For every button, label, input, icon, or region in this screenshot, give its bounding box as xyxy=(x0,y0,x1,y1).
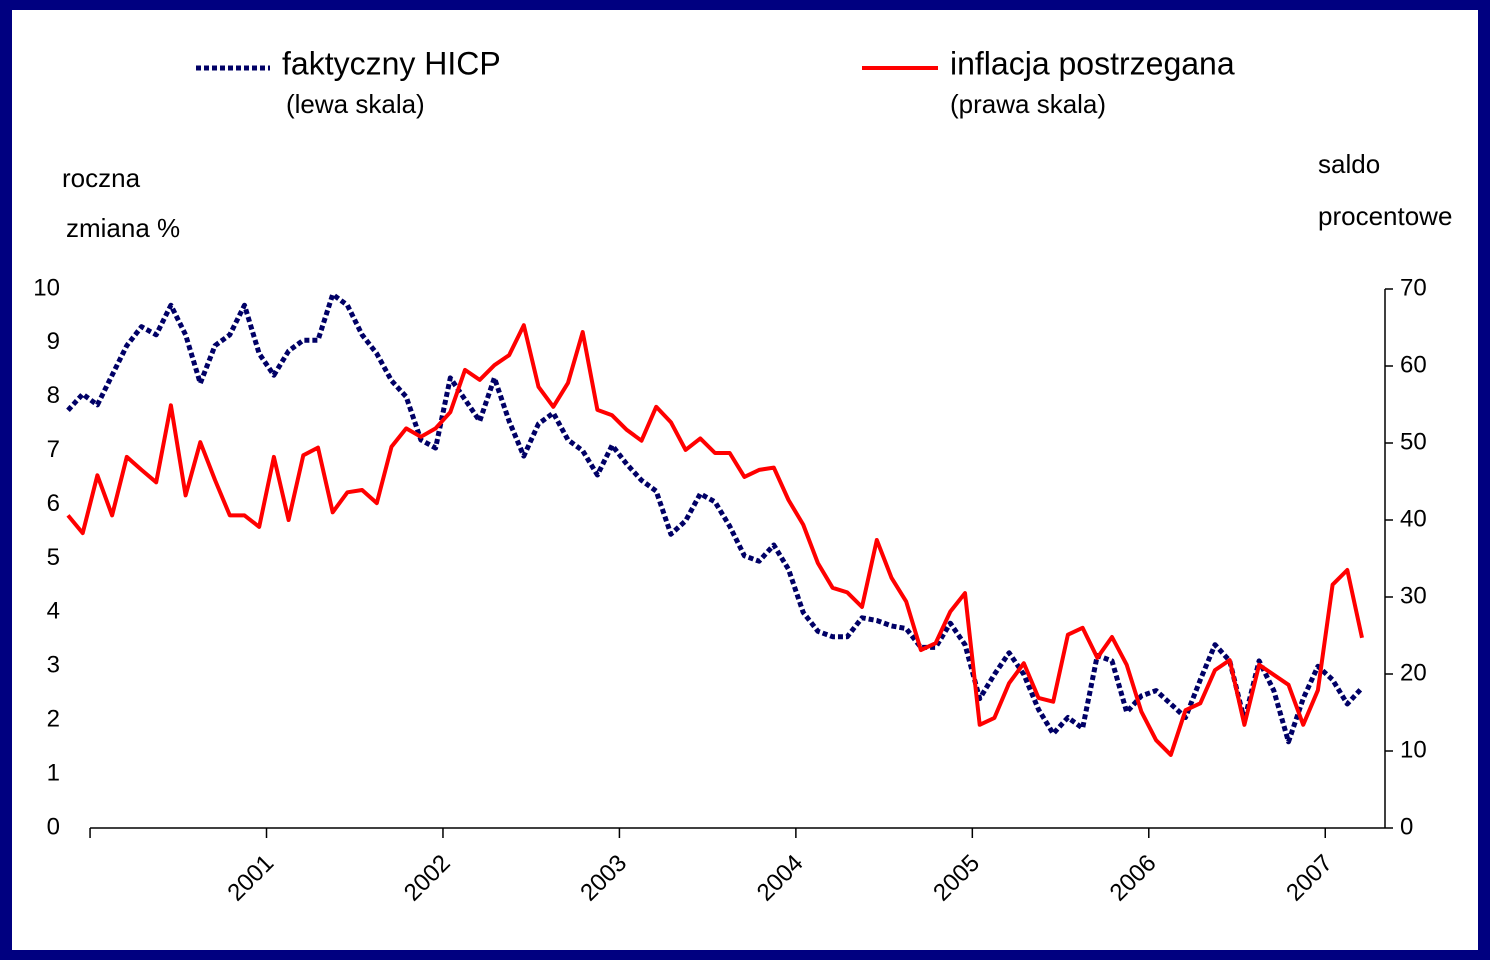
y2-tick-label: 0 xyxy=(1400,813,1413,840)
y2-tick-label: 10 xyxy=(1400,736,1427,763)
y-tick-label: 5 xyxy=(47,544,60,571)
y-tick-label: 1 xyxy=(47,759,60,786)
plot-background xyxy=(12,10,1478,950)
legend-label: inflacja postrzegana xyxy=(950,45,1235,81)
y-tick-label: 4 xyxy=(47,598,60,625)
y2-axis-label: procentowe xyxy=(1318,201,1452,231)
y-tick-label: 7 xyxy=(47,436,60,463)
series-line xyxy=(66,323,1364,757)
y2-tick-label: 70 xyxy=(1400,274,1427,301)
y-tick-label: 6 xyxy=(47,490,60,517)
y-axis-label: roczna xyxy=(62,163,141,193)
y-tick-label: 8 xyxy=(47,382,60,409)
y2-tick-label: 50 xyxy=(1400,428,1427,455)
y2-tick-label: 40 xyxy=(1400,505,1427,532)
y2-tick-label: 20 xyxy=(1400,659,1427,686)
y-tick-label: 2 xyxy=(47,706,60,733)
y-axis-label: zmiana % xyxy=(66,213,180,243)
legend-note: (prawa skala) xyxy=(950,89,1106,119)
y-tick-label: 9 xyxy=(47,328,60,355)
legend-note: (lewa skala) xyxy=(286,89,425,119)
series-line xyxy=(66,291,1364,745)
legend-label: faktyczny HICP xyxy=(282,45,501,81)
y2-axis-label: saldo xyxy=(1318,149,1380,179)
y2-tick-label: 60 xyxy=(1400,351,1427,378)
y-tick-label: 3 xyxy=(47,652,60,679)
y-tick-label: 10 xyxy=(33,274,60,301)
y-tick-label: 0 xyxy=(47,813,60,840)
y2-tick-label: 30 xyxy=(1400,582,1427,609)
